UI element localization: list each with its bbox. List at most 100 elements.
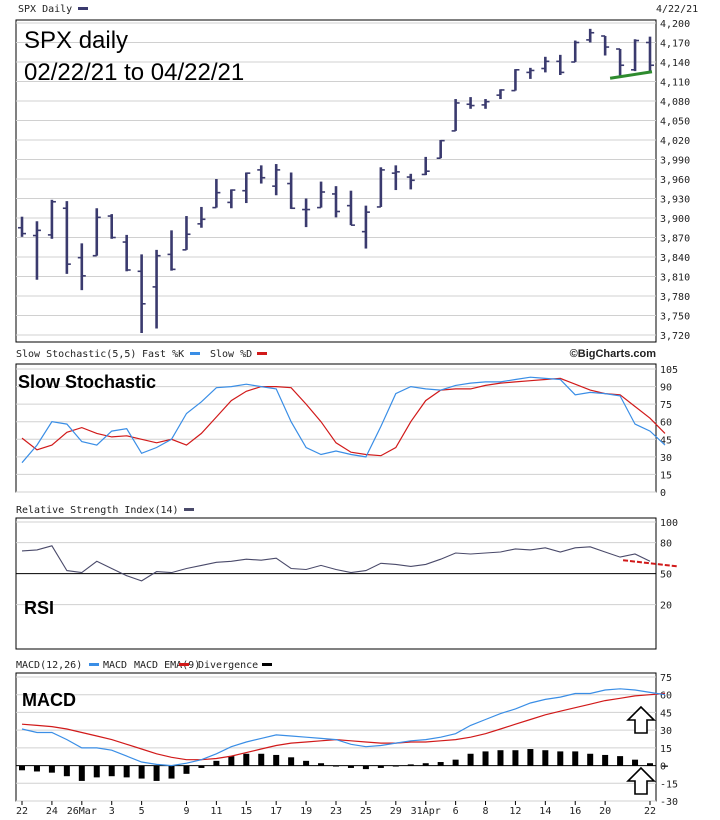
macd-divergence-histogram bbox=[19, 749, 668, 781]
histogram-bar bbox=[333, 765, 339, 767]
histogram-bar bbox=[557, 751, 564, 766]
macd-swatch bbox=[89, 663, 99, 666]
price-panel-frame bbox=[15, 19, 657, 343]
ohlc-bar bbox=[481, 99, 490, 109]
y-tick-label: 75 bbox=[660, 673, 672, 684]
ohlc-bar bbox=[167, 230, 176, 271]
macd-ema-line bbox=[21, 692, 666, 761]
ohlc-bar bbox=[601, 35, 610, 56]
y-tick-label: 3,990 bbox=[660, 156, 690, 167]
histogram-bar bbox=[273, 754, 280, 766]
y-tick-label: 15 bbox=[660, 744, 672, 755]
x-tick-label: 6 bbox=[453, 806, 459, 817]
y-tick-label: 60 bbox=[660, 691, 672, 702]
ohlc-bar bbox=[406, 173, 415, 190]
histogram-bar bbox=[243, 753, 250, 766]
annotation-title-line1: SPX daily bbox=[24, 27, 128, 54]
histogram-bar bbox=[228, 756, 235, 766]
histogram-bar bbox=[542, 750, 549, 766]
stoch-fast-swatch bbox=[190, 352, 200, 355]
rsi-panel-frame bbox=[15, 517, 657, 650]
rsi-line bbox=[21, 545, 651, 582]
y-tick-label: 4,080 bbox=[660, 97, 690, 108]
y-tick-label: 3,960 bbox=[660, 175, 690, 186]
histogram-bar bbox=[512, 750, 519, 766]
y-tick-label: 3,840 bbox=[660, 253, 690, 264]
histogram-bar bbox=[632, 759, 639, 766]
ohlc-bar bbox=[466, 97, 475, 109]
ohlc-bar bbox=[287, 172, 296, 210]
x-tick-label: 20 bbox=[599, 806, 611, 817]
stoch-fast-k-line bbox=[21, 376, 666, 464]
macd-line bbox=[21, 688, 666, 767]
ohlc-bar bbox=[18, 216, 26, 237]
histogram-bar bbox=[48, 765, 55, 773]
histogram-bar bbox=[362, 765, 369, 770]
price-y-tick-labels: 4,200 4,170 4,140 4,110 4,080 4,050 4,020 3,990… bbox=[660, 19, 690, 342]
ohlc-bar bbox=[272, 164, 281, 196]
histogram-bar bbox=[422, 763, 429, 766]
y-tick-label: 15 bbox=[660, 470, 672, 481]
macd-ema-swatch bbox=[179, 663, 189, 666]
x-axis-date-labels: 22 24 26Mar 3 5 9 11 15 17 19 23 25 29 31Apr 6 8 12 14 16 2… bbox=[16, 801, 656, 817]
x-tick-label: 17 bbox=[270, 806, 282, 817]
y-tick-label: -15 bbox=[660, 779, 678, 790]
x-tick-label: 5 bbox=[139, 806, 145, 817]
ohlc-bar bbox=[302, 198, 311, 228]
y-tick-label: 0 bbox=[660, 762, 666, 773]
ohlc-bar bbox=[586, 28, 595, 43]
ohlc-bar bbox=[122, 234, 131, 272]
stochastic-panel: Slow Stochastic(5,5) Fast %K Slow %D ©Bi… bbox=[15, 348, 678, 499]
histogram-bar bbox=[527, 749, 534, 766]
macd-legend-div: Divergence bbox=[198, 660, 258, 671]
histogram-bar bbox=[482, 751, 489, 766]
ohlc-bar bbox=[511, 69, 520, 92]
y-tick-label: 45 bbox=[660, 435, 672, 446]
macd-legend-ema: MACD EMA(9) bbox=[134, 660, 200, 671]
rsi-legend-title: Relative Strength Index(14) bbox=[16, 505, 179, 516]
y-tick-label: 80 bbox=[660, 539, 672, 550]
macd-legend-title: MACD(12,26) bbox=[16, 660, 82, 671]
stoch-legend-fast: Fast %K bbox=[142, 349, 184, 360]
histogram-bar bbox=[661, 765, 668, 767]
histogram-bar bbox=[587, 753, 594, 766]
ohlc-bar bbox=[182, 216, 191, 251]
ohlc-bar bbox=[47, 199, 56, 239]
ohlc-bar bbox=[436, 139, 445, 159]
ohlc-bar bbox=[631, 39, 640, 72]
histogram-bar bbox=[407, 764, 414, 766]
ohlc-bar bbox=[451, 99, 460, 132]
histogram-bar bbox=[347, 765, 354, 768]
y-tick-label: 105 bbox=[660, 365, 678, 376]
histogram-bar bbox=[288, 757, 295, 766]
y-tick-label: 30 bbox=[660, 453, 672, 464]
x-tick-label: 8 bbox=[483, 806, 489, 817]
stoch-gridlines bbox=[16, 368, 656, 493]
histogram-bar bbox=[138, 765, 145, 779]
histogram-bar bbox=[33, 765, 40, 772]
x-tick-label: 16 bbox=[569, 806, 581, 817]
rsi-swatch bbox=[184, 508, 194, 511]
y-tick-label: 3,780 bbox=[660, 292, 690, 303]
ohlc-bar bbox=[391, 165, 400, 191]
histogram-bar bbox=[572, 751, 579, 766]
ohlc-bar bbox=[526, 67, 535, 79]
histogram-bar bbox=[377, 765, 384, 768]
histogram-bar bbox=[303, 760, 310, 766]
macd-panel-frame bbox=[15, 672, 657, 802]
histogram-bar bbox=[647, 763, 653, 766]
histogram-bar bbox=[258, 753, 265, 766]
stoch-panel-frame bbox=[15, 363, 657, 493]
y-tick-label: 75 bbox=[660, 400, 672, 411]
histogram-bar bbox=[153, 765, 160, 781]
y-tick-label: 4,200 bbox=[660, 19, 690, 30]
x-tick-label: 11 bbox=[210, 806, 222, 817]
y-tick-label: 100 bbox=[660, 518, 678, 529]
x-tick-label: 9 bbox=[183, 806, 189, 817]
histogram-bar bbox=[123, 765, 130, 778]
ohlc-bar bbox=[556, 54, 565, 75]
x-tick-label: 3 bbox=[109, 806, 115, 817]
ohlc-bar bbox=[212, 179, 221, 209]
price-panel: SPX Daily 4/22/21 4,2004,1704,1404,1104,… bbox=[15, 4, 698, 343]
